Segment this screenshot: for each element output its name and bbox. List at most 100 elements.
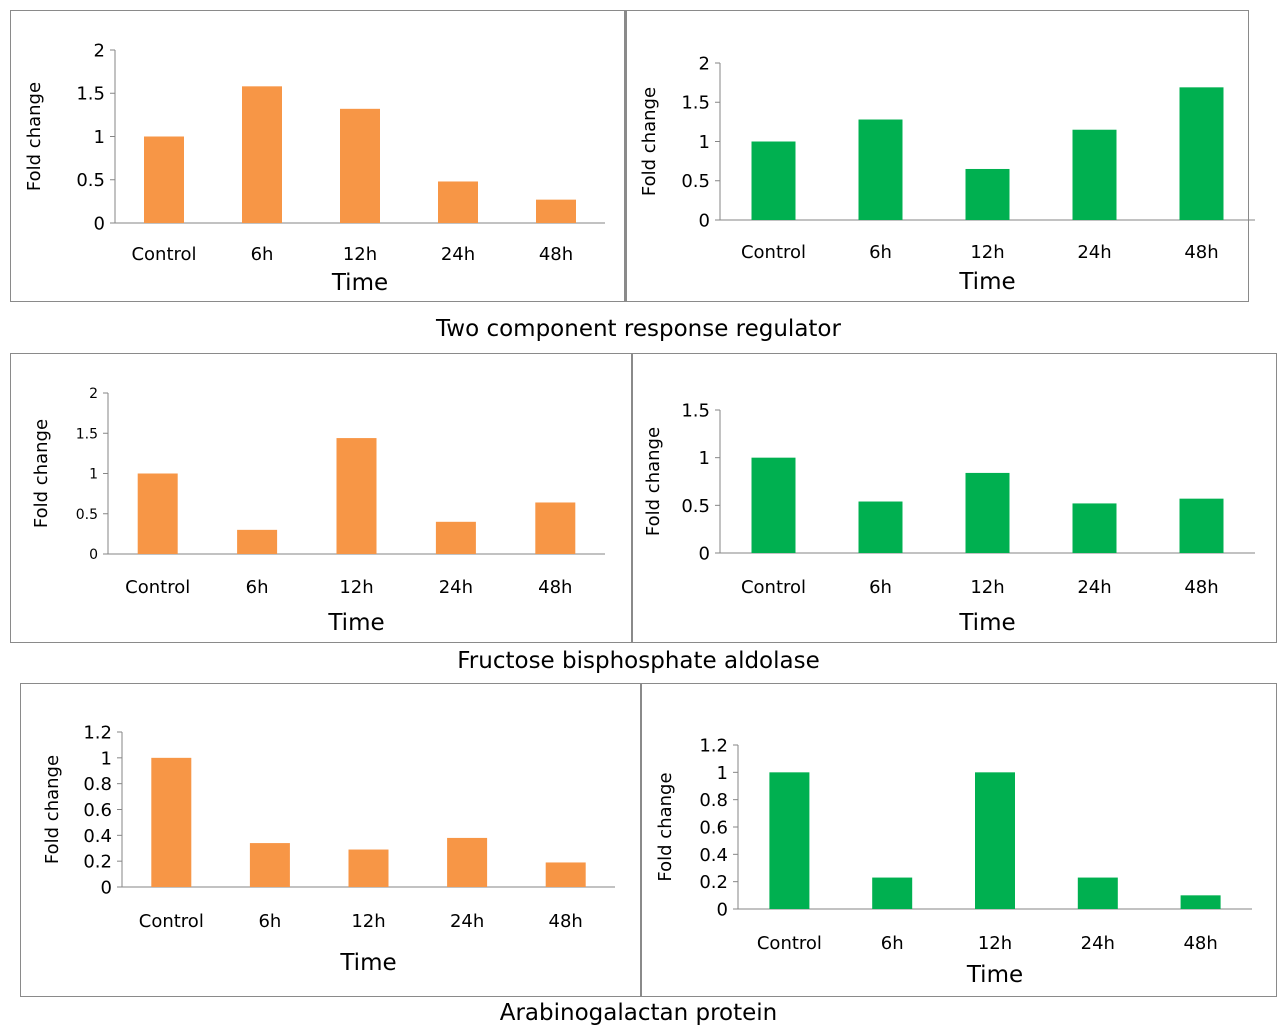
bar-48h <box>536 199 576 223</box>
x-tick-label: 24h <box>439 577 473 598</box>
y-tick-label: 1.5 <box>681 93 710 114</box>
y-tick-label: 0 <box>699 210 710 231</box>
y-tick-label: 0 <box>89 547 98 563</box>
x-tick-label: 6h <box>881 933 904 954</box>
bar-control <box>137 473 178 554</box>
y-tick-label: 0 <box>94 213 105 234</box>
y-tick-label: 1.2 <box>83 722 112 743</box>
x-tick-label: 48h <box>549 911 583 932</box>
x-tick-label: 6h <box>246 577 269 598</box>
y-tick-label: 2 <box>94 40 105 61</box>
y-tick-label: 1 <box>699 132 710 153</box>
x-tick-label: 12h <box>351 911 385 932</box>
bar-12h <box>336 438 377 554</box>
bar-12h <box>965 168 1010 220</box>
bar-control <box>751 141 796 220</box>
y-tick-label: 2 <box>89 386 98 402</box>
x-tick-label: 48h <box>539 244 573 265</box>
y-tick-label: 0.5 <box>76 507 98 523</box>
caption-fructose-bisphosphate-aldolase: Fructose bisphosphate aldolase <box>457 648 820 674</box>
y-tick-label: 0.4 <box>699 845 728 866</box>
y-tick-label: 1 <box>94 127 105 148</box>
chart-panel-6 <box>641 683 1277 997</box>
y-tick-label: 1 <box>699 448 710 469</box>
bar-6h <box>858 119 903 220</box>
y-tick-label: 1.2 <box>699 735 728 756</box>
bar-6h <box>249 843 290 887</box>
bar-6h <box>242 86 282 223</box>
bar-control <box>151 757 192 887</box>
bar-48h <box>545 862 586 887</box>
caption-arabinogalactan-protein: Arabinogalactan protein <box>499 1000 778 1026</box>
x-tick-label: 12h <box>339 577 373 598</box>
x-axis-title: Time <box>339 950 396 976</box>
bar-24h <box>438 181 478 223</box>
bar-control <box>751 457 796 553</box>
y-tick-label: 0.5 <box>681 496 710 517</box>
x-tick-label: Control <box>131 244 196 265</box>
chart-panel-4 <box>632 353 1277 643</box>
x-tick-label: 12h <box>970 242 1004 263</box>
x-tick-label: 24h <box>1077 577 1111 598</box>
x-axis-title: Time <box>966 962 1023 988</box>
chart-panel-3 <box>10 353 632 643</box>
bar-48h <box>1179 87 1224 221</box>
caption-two-component-response-regulator: Two component response regulator <box>436 316 841 342</box>
panel-divider <box>624 10 626 302</box>
y-axis-title: Fold change <box>31 419 52 528</box>
x-tick-label: 6h <box>869 577 892 598</box>
bar-6h <box>858 501 903 553</box>
x-tick-label: 48h <box>1184 577 1218 598</box>
y-axis-title: Fold change <box>24 82 45 191</box>
x-axis-title: Time <box>327 610 384 636</box>
y-tick-label: 0.5 <box>681 171 710 192</box>
x-tick-label: 48h <box>1184 242 1218 263</box>
bar-control <box>769 772 810 909</box>
y-tick-label: 0.2 <box>699 872 728 893</box>
chart-panel-1 <box>10 10 626 302</box>
x-tick-label: 6h <box>869 242 892 263</box>
bar-24h <box>1072 129 1117 220</box>
bar-24h <box>1072 503 1117 553</box>
x-tick-label: 12h <box>978 933 1012 954</box>
y-tick-label: 1.5 <box>681 400 710 421</box>
y-tick-label: 0.8 <box>699 790 728 811</box>
bar-24h <box>1077 877 1118 909</box>
bar-24h <box>435 521 476 554</box>
bar-control <box>144 136 184 223</box>
y-axis-title: Fold change <box>655 772 676 881</box>
y-tick-label: 1 <box>101 748 112 769</box>
x-tick-label: Control <box>741 242 806 263</box>
y-tick-label: 0 <box>101 877 112 898</box>
y-tick-label: 1.5 <box>76 426 98 442</box>
x-tick-label: 24h <box>1081 933 1115 954</box>
bar-48h <box>535 502 576 554</box>
chart-panel-5 <box>20 683 641 997</box>
bar-12h <box>340 108 380 223</box>
y-tick-label: 1.5 <box>76 84 105 105</box>
bar-12h <box>965 472 1010 553</box>
x-tick-label: 48h <box>1183 933 1217 954</box>
panel-divider <box>640 683 642 997</box>
bar-48h <box>1180 895 1221 909</box>
bar-12h <box>975 772 1015 909</box>
y-axis-title: Fold change <box>42 755 63 864</box>
bar-6h <box>237 529 278 554</box>
x-tick-label: 6h <box>251 244 274 265</box>
x-axis-title: Time <box>958 269 1015 295</box>
x-tick-label: Control <box>757 933 822 954</box>
panel-divider <box>631 353 633 643</box>
x-tick-label: 12h <box>343 244 377 265</box>
y-tick-label: 0.6 <box>83 800 112 821</box>
bar-24h <box>447 837 488 887</box>
y-tick-label: 0 <box>699 543 710 564</box>
x-tick-label: 48h <box>538 577 572 598</box>
y-tick-label: 0 <box>717 899 728 920</box>
x-tick-label: 6h <box>258 911 281 932</box>
bar-48h <box>1179 498 1224 553</box>
y-tick-label: 0.5 <box>76 170 105 191</box>
x-tick-label: 24h <box>1077 242 1111 263</box>
y-tick-label: 1 <box>717 763 728 784</box>
x-tick-label: 24h <box>450 911 484 932</box>
y-tick-label: 0.2 <box>83 852 112 873</box>
